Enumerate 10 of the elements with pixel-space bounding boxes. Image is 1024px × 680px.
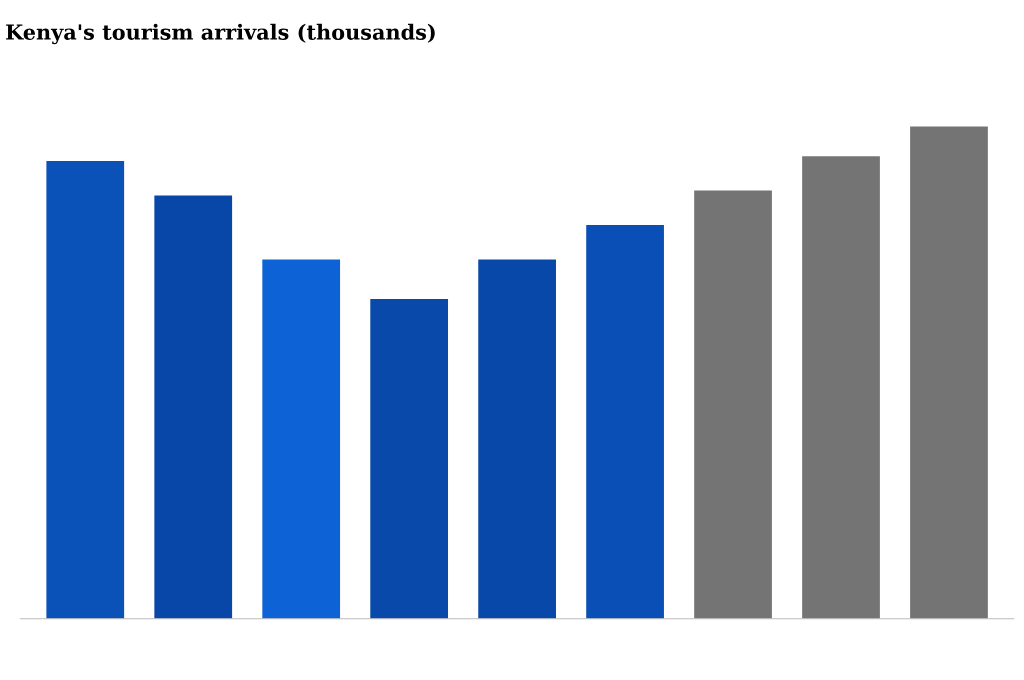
bar bbox=[694, 190, 772, 619]
bar bbox=[154, 195, 233, 619]
bar bbox=[478, 259, 556, 619]
bar bbox=[262, 259, 341, 619]
bar bbox=[910, 126, 988, 619]
chart-title: Kenya's tourism arrivals (thousands) bbox=[6, 23, 435, 45]
bar bbox=[370, 298, 449, 619]
bar bbox=[46, 161, 125, 619]
bar bbox=[586, 225, 664, 619]
bar bbox=[802, 156, 880, 619]
